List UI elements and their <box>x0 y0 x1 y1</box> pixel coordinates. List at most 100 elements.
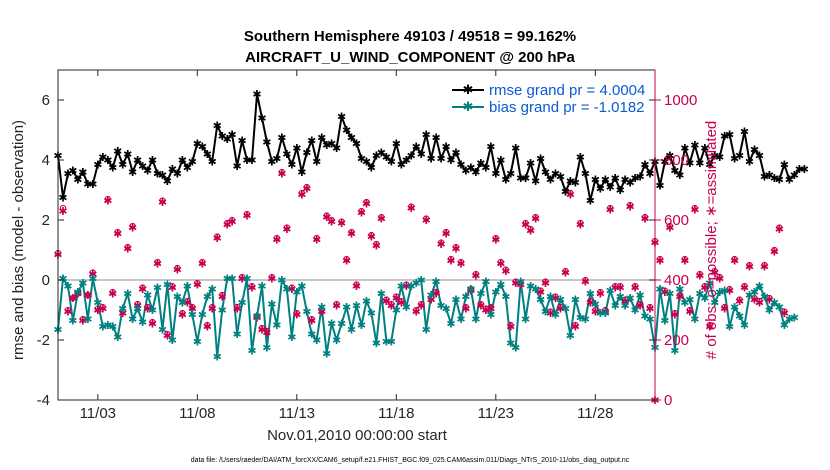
obs-assimilated-point: ✱ <box>675 291 684 304</box>
obs-assimilated-point: ✱ <box>685 306 694 319</box>
obs-assimilated-point: ✱ <box>227 216 236 229</box>
y-left-tick-label: -2 <box>37 332 50 349</box>
obs-possible-point <box>104 195 111 203</box>
obs-assimilated-point: ✱ <box>725 285 734 298</box>
rmse-point: ✱ <box>407 150 416 163</box>
bias-point: ✱ <box>536 294 545 307</box>
obs-possible-point <box>313 234 320 242</box>
obs-assimilated-point: ✱ <box>441 228 450 241</box>
rmse-point: ✱ <box>262 136 271 149</box>
bias-point: ✱ <box>377 288 386 301</box>
bias-point: ✱ <box>203 291 212 304</box>
obs-possible-point <box>676 291 684 299</box>
obs-possible-point <box>632 282 639 290</box>
rmse-point: ✱ <box>108 162 117 175</box>
rmse-point: ✱ <box>317 132 326 145</box>
obs-assimilated-point: ✱ <box>83 289 92 302</box>
obs-assimilated-point: ✱ <box>138 283 147 296</box>
obs-possible-point <box>139 284 146 291</box>
bias-point: ✱ <box>247 345 256 358</box>
rmse-point: ✱ <box>720 130 729 143</box>
obs-possible-point <box>243 210 251 218</box>
obs-assimilated-point: ✱ <box>237 273 246 286</box>
obs-assimilated-point: ✱ <box>347 228 356 241</box>
obs-possible-point <box>681 255 689 263</box>
obs-assimilated-point: ✱ <box>710 267 719 280</box>
obs-assimilated-point: ✱ <box>655 255 664 268</box>
obs-possible-point <box>716 273 723 281</box>
rmse-point: ✱ <box>392 138 401 151</box>
obs-possible-point <box>537 287 544 294</box>
obs-possible-point <box>248 282 256 290</box>
obs-assimilated-point: ✱ <box>446 255 455 268</box>
obs-possible-point <box>761 261 768 269</box>
obs-assimilated-point: ✱ <box>198 258 207 271</box>
bias-point: ✱ <box>765 304 774 317</box>
obs-assimilated-point: ✱ <box>307 315 316 328</box>
rmse-point: ✱ <box>551 168 560 181</box>
bias-point: ✱ <box>232 328 241 341</box>
rmse-point: ✱ <box>198 141 207 154</box>
obs-possible-point <box>189 303 196 311</box>
bias-point: ✱ <box>73 286 82 299</box>
rmse-point: ✱ <box>531 175 540 188</box>
obs-possible-point <box>59 204 67 212</box>
obs-possible-point <box>542 278 549 285</box>
bias-point: ✱ <box>526 280 535 293</box>
rmse-point: ✱ <box>168 163 177 176</box>
bias-point: ✱ <box>302 306 311 319</box>
bias-point: ✱ <box>63 280 72 293</box>
rmse-point: ✱ <box>272 153 281 166</box>
obs-assimilated-point: ✱ <box>715 273 724 286</box>
obs-assimilated-point: ✱ <box>591 306 600 319</box>
obs-possible-point <box>428 294 435 302</box>
obs-assimilated-point: ✱ <box>606 204 615 217</box>
obs-assimilated-point: ✱ <box>511 277 520 290</box>
obs-possible-point <box>577 219 584 227</box>
obs-assimilated-point: ✱ <box>153 258 162 271</box>
obs-possible-point <box>592 306 599 314</box>
obs-possible-point <box>134 300 141 308</box>
obs-possible-point <box>164 330 171 338</box>
y-left-tick-label: -4 <box>37 392 50 409</box>
obs-possible-point <box>403 281 410 288</box>
obs-possible-point <box>154 258 161 266</box>
obs-possible-point <box>457 258 465 266</box>
bias-point: ✱ <box>690 313 699 326</box>
obs-assimilated-point: ✱ <box>720 303 729 316</box>
obs-assimilated-point: ✱ <box>387 300 396 313</box>
bias-point: ✱ <box>208 283 217 296</box>
y-right-tick-label: 1000 <box>664 92 697 109</box>
rmse-point: ✱ <box>745 156 754 169</box>
obs-assimilated-point: ✱ <box>700 282 709 295</box>
obs-assimilated-point: ✱ <box>257 324 266 337</box>
legend-rmse-star-icon: ✱ <box>463 82 474 97</box>
bias-point: ✱ <box>571 294 580 307</box>
obs-assimilated-point: ✱ <box>397 297 406 310</box>
obs-possible-point <box>507 321 514 329</box>
obs-possible-point <box>363 198 370 206</box>
obs-assimilated-point: ✱ <box>516 279 525 292</box>
rmse-point: ✱ <box>586 195 595 208</box>
rmse-point: ✱ <box>382 151 391 164</box>
bias-point: ✱ <box>148 304 157 317</box>
obs-assimilated-point: ✱ <box>188 303 197 316</box>
rmse-point: ✱ <box>640 159 649 172</box>
obs-assimilated-point: ✱ <box>531 213 540 226</box>
obs-assimilated-point: ✱ <box>232 303 241 316</box>
obs-possible-point <box>298 189 305 197</box>
rmse-point: ✱ <box>441 141 450 154</box>
bias-point: ✱ <box>392 304 401 317</box>
obs-possible-point <box>423 215 430 222</box>
rmse-point: ✱ <box>68 165 77 178</box>
obs-assimilated-point: ✱ <box>252 312 261 325</box>
bias-point: ✱ <box>178 297 187 310</box>
rmse-point: ✱ <box>620 174 629 187</box>
obs-possible-point <box>378 213 385 221</box>
obs-assimilated-point: ✱ <box>551 292 560 305</box>
bias-point: ✱ <box>601 307 610 320</box>
bias-point: ✱ <box>252 310 261 323</box>
rmse-point: ✱ <box>362 156 371 169</box>
x-tick-label: 11/18 <box>378 405 414 422</box>
obs-possible-point <box>641 213 649 221</box>
